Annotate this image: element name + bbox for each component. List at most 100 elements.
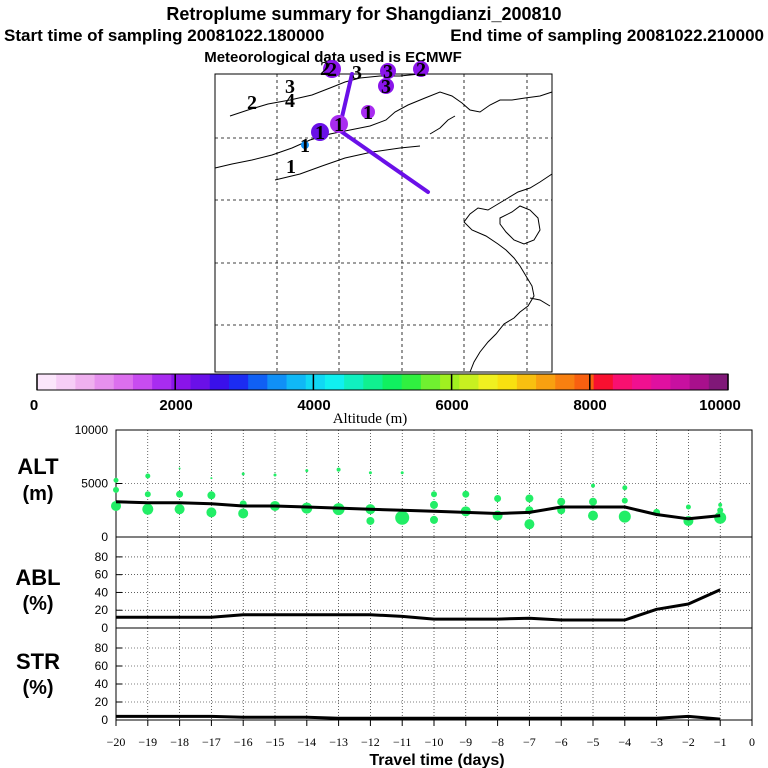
map-marker-4: 3 <box>352 62 362 84</box>
alt-scatter-point <box>174 504 185 515</box>
colorbar-tick-2000: 2000 <box>159 397 192 414</box>
colorbar-swatch-6 <box>152 374 172 390</box>
colorbar-swatch-27 <box>555 374 576 390</box>
map-marker-8: 2 <box>247 92 257 114</box>
alt-ytick-label: 5000 <box>81 477 108 491</box>
map-marker-label: 1 <box>315 122 325 144</box>
colorbar-swatch-28 <box>574 374 595 390</box>
alt-scatter-point <box>431 491 437 498</box>
figure-title: Retroplume summary for Shangdianzi_20081… <box>166 4 561 24</box>
alt-scatter-point <box>207 491 216 500</box>
abl-ytick-label: 40 <box>95 585 109 599</box>
colorbar-tick-4000: 4000 <box>297 397 330 414</box>
abl-ylabel-line1: ABL <box>15 565 60 590</box>
alt-scatter-point <box>210 477 213 480</box>
colorbar-swatch-10 <box>228 374 249 390</box>
alt-scatter-point <box>557 497 566 506</box>
map-marker-label: 3 <box>285 76 295 98</box>
map-marker-13: 1 <box>286 156 296 178</box>
x-axis-tick-label: −20 <box>107 735 126 749</box>
alt-series-line <box>115 500 721 521</box>
x-axis-tick-label: −5 <box>587 735 600 749</box>
alt-scatter-point <box>178 467 181 470</box>
str-panel: 80 60 40 20 0 <box>95 627 753 727</box>
start-time-label: Start time of sampling 20081022.180000 <box>4 26 324 45</box>
map-marker-0: 2 <box>323 59 341 81</box>
colorbar-tick-6000: 6000 <box>435 397 468 414</box>
x-axis-tick-label: −11 <box>393 735 411 749</box>
colorbar-swatch-5 <box>132 374 153 390</box>
colorbar-swatch-3 <box>94 374 115 390</box>
panel-ylabels: ALT (m) ABL (%) STR (%) <box>15 454 60 699</box>
map-marker-dot <box>378 78 394 94</box>
colorbar-swatch-11 <box>248 374 268 390</box>
x-axis-tick-label: −15 <box>266 735 285 749</box>
colorbar-swatch-25 <box>516 374 537 390</box>
alt-scatter-point <box>395 510 410 525</box>
map-marker-5: 2 <box>320 58 330 80</box>
colorbar-swatch-33 <box>670 374 691 390</box>
map-marker-label: 2 <box>416 59 426 81</box>
str-ytick-label: 0 <box>101 713 108 727</box>
colorbar-swatch-35 <box>708 374 729 390</box>
alt-scatter-point <box>206 507 217 518</box>
abl-panel: 80 60 40 20 0 <box>95 536 753 635</box>
colorbar-swatch-13 <box>286 374 307 390</box>
alt-ylabel-line1: ALT <box>17 454 59 479</box>
alt-scatter-point <box>366 516 375 525</box>
map-marker-label: 2 <box>247 92 257 114</box>
alt-scatter-point <box>238 508 249 519</box>
map-marker-2: 3 <box>378 76 394 98</box>
alt-scatter-point <box>588 510 598 521</box>
colorbar-tick-8000: 8000 <box>573 397 606 414</box>
map-marker-label: 1 <box>300 135 310 157</box>
map-marker-3: 2 <box>413 59 429 81</box>
map-marker-11: 1 <box>330 114 348 136</box>
alt-scatter-point <box>622 485 628 491</box>
alt-scatter-point <box>368 471 372 475</box>
map-marker-dot <box>380 63 396 79</box>
x-axis-tick-label: 0 <box>749 735 755 749</box>
str-ytick-label: 60 <box>95 659 109 673</box>
colorbar-swatch-14 <box>305 374 326 390</box>
x-axis-tick-label: −10 <box>425 735 444 749</box>
abl-ytick-label: 0 <box>101 621 108 635</box>
colorbar-label: Altitude (m) <box>333 411 408 427</box>
x-axis-tick-label: −18 <box>170 735 189 749</box>
map-marker-label: 2 <box>320 58 330 80</box>
colorbar-swatch-9 <box>209 374 230 390</box>
colorbar-swatch-31 <box>632 374 652 390</box>
alt-scatter-point <box>111 500 121 511</box>
colorbar-swatch-1 <box>56 374 76 390</box>
alt-scatter-point <box>113 477 119 483</box>
map-marker-dot <box>301 141 309 149</box>
alt-scatter-point <box>142 503 154 515</box>
map-marker-dot <box>330 115 348 133</box>
colorbar-swatch-24 <box>497 374 518 390</box>
map-marker-label: 1 <box>363 102 373 124</box>
map-frame <box>214 73 553 373</box>
map-marker-label: 3 <box>352 62 362 84</box>
colorbar-swatch-32 <box>651 374 672 390</box>
map-marker-label: 3 <box>381 76 391 98</box>
x-axis-tick-label: −2 <box>682 735 695 749</box>
alt-scatter-point <box>336 467 341 472</box>
alt-scatter-point <box>685 504 691 510</box>
alt-scatter-point <box>305 469 309 473</box>
map-marker-label: 4 <box>285 90 295 112</box>
colorbar-swatch-26 <box>536 374 556 390</box>
alt-scatter-point <box>462 490 470 498</box>
colorbar-tick-0: 0 <box>30 397 38 414</box>
colorbar-swatch-7 <box>171 374 192 390</box>
abl-ytick-label: 80 <box>95 550 109 564</box>
altitude-colorbar <box>36 373 729 391</box>
map-marker-9: 1 <box>361 102 375 124</box>
colorbar-swatch-17 <box>363 374 384 390</box>
map-marker-dot <box>413 61 429 77</box>
colorbar-swatch-20 <box>420 374 441 390</box>
alt-scatter-point <box>589 497 597 506</box>
abl-series-line <box>116 588 721 622</box>
x-axis-tick-label: −16 <box>234 735 253 749</box>
